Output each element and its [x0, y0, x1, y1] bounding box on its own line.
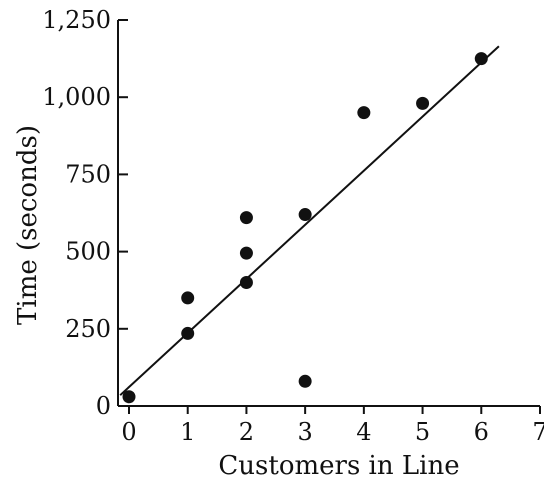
y-tick-label: 0: [96, 392, 111, 420]
trend-line: [119, 45, 500, 396]
x-tick-label: 2: [239, 418, 254, 446]
data-point: [474, 52, 488, 66]
y-tick-label: 1,000: [42, 83, 111, 111]
y-tick-label: 750: [65, 160, 111, 188]
data-point: [122, 390, 136, 404]
x-tick-label: 0: [121, 418, 136, 446]
data-point: [298, 374, 312, 388]
x-tick-label: 3: [298, 418, 313, 446]
x-tick-label: 6: [474, 418, 489, 446]
data-point: [239, 275, 253, 289]
y-ticks: 0 250 500 750 1,000 1,250: [42, 6, 128, 420]
axes: [117, 20, 540, 407]
x-tick-label: 1: [180, 418, 195, 446]
data-point: [181, 326, 195, 340]
y-axis-title: Time (seconds): [13, 125, 43, 325]
data-point: [416, 96, 430, 110]
x-tick-label: 7: [532, 418, 544, 446]
x-axis-title: Customers in Line: [218, 451, 459, 481]
data-point: [239, 246, 253, 260]
data-point: [181, 291, 195, 305]
data-point: [298, 208, 312, 222]
y-tick-label: 1,250: [42, 6, 111, 34]
data-point: [239, 211, 253, 225]
y-tick-label: 250: [65, 315, 111, 343]
x-tick-label: 5: [415, 418, 430, 446]
x-ticks: 0 1 2 3 4 5 6 7: [121, 406, 544, 446]
y-tick-label: 500: [65, 238, 111, 266]
x-tick-label: 4: [356, 418, 371, 446]
data-points: [122, 52, 488, 404]
data-point: [357, 106, 371, 120]
